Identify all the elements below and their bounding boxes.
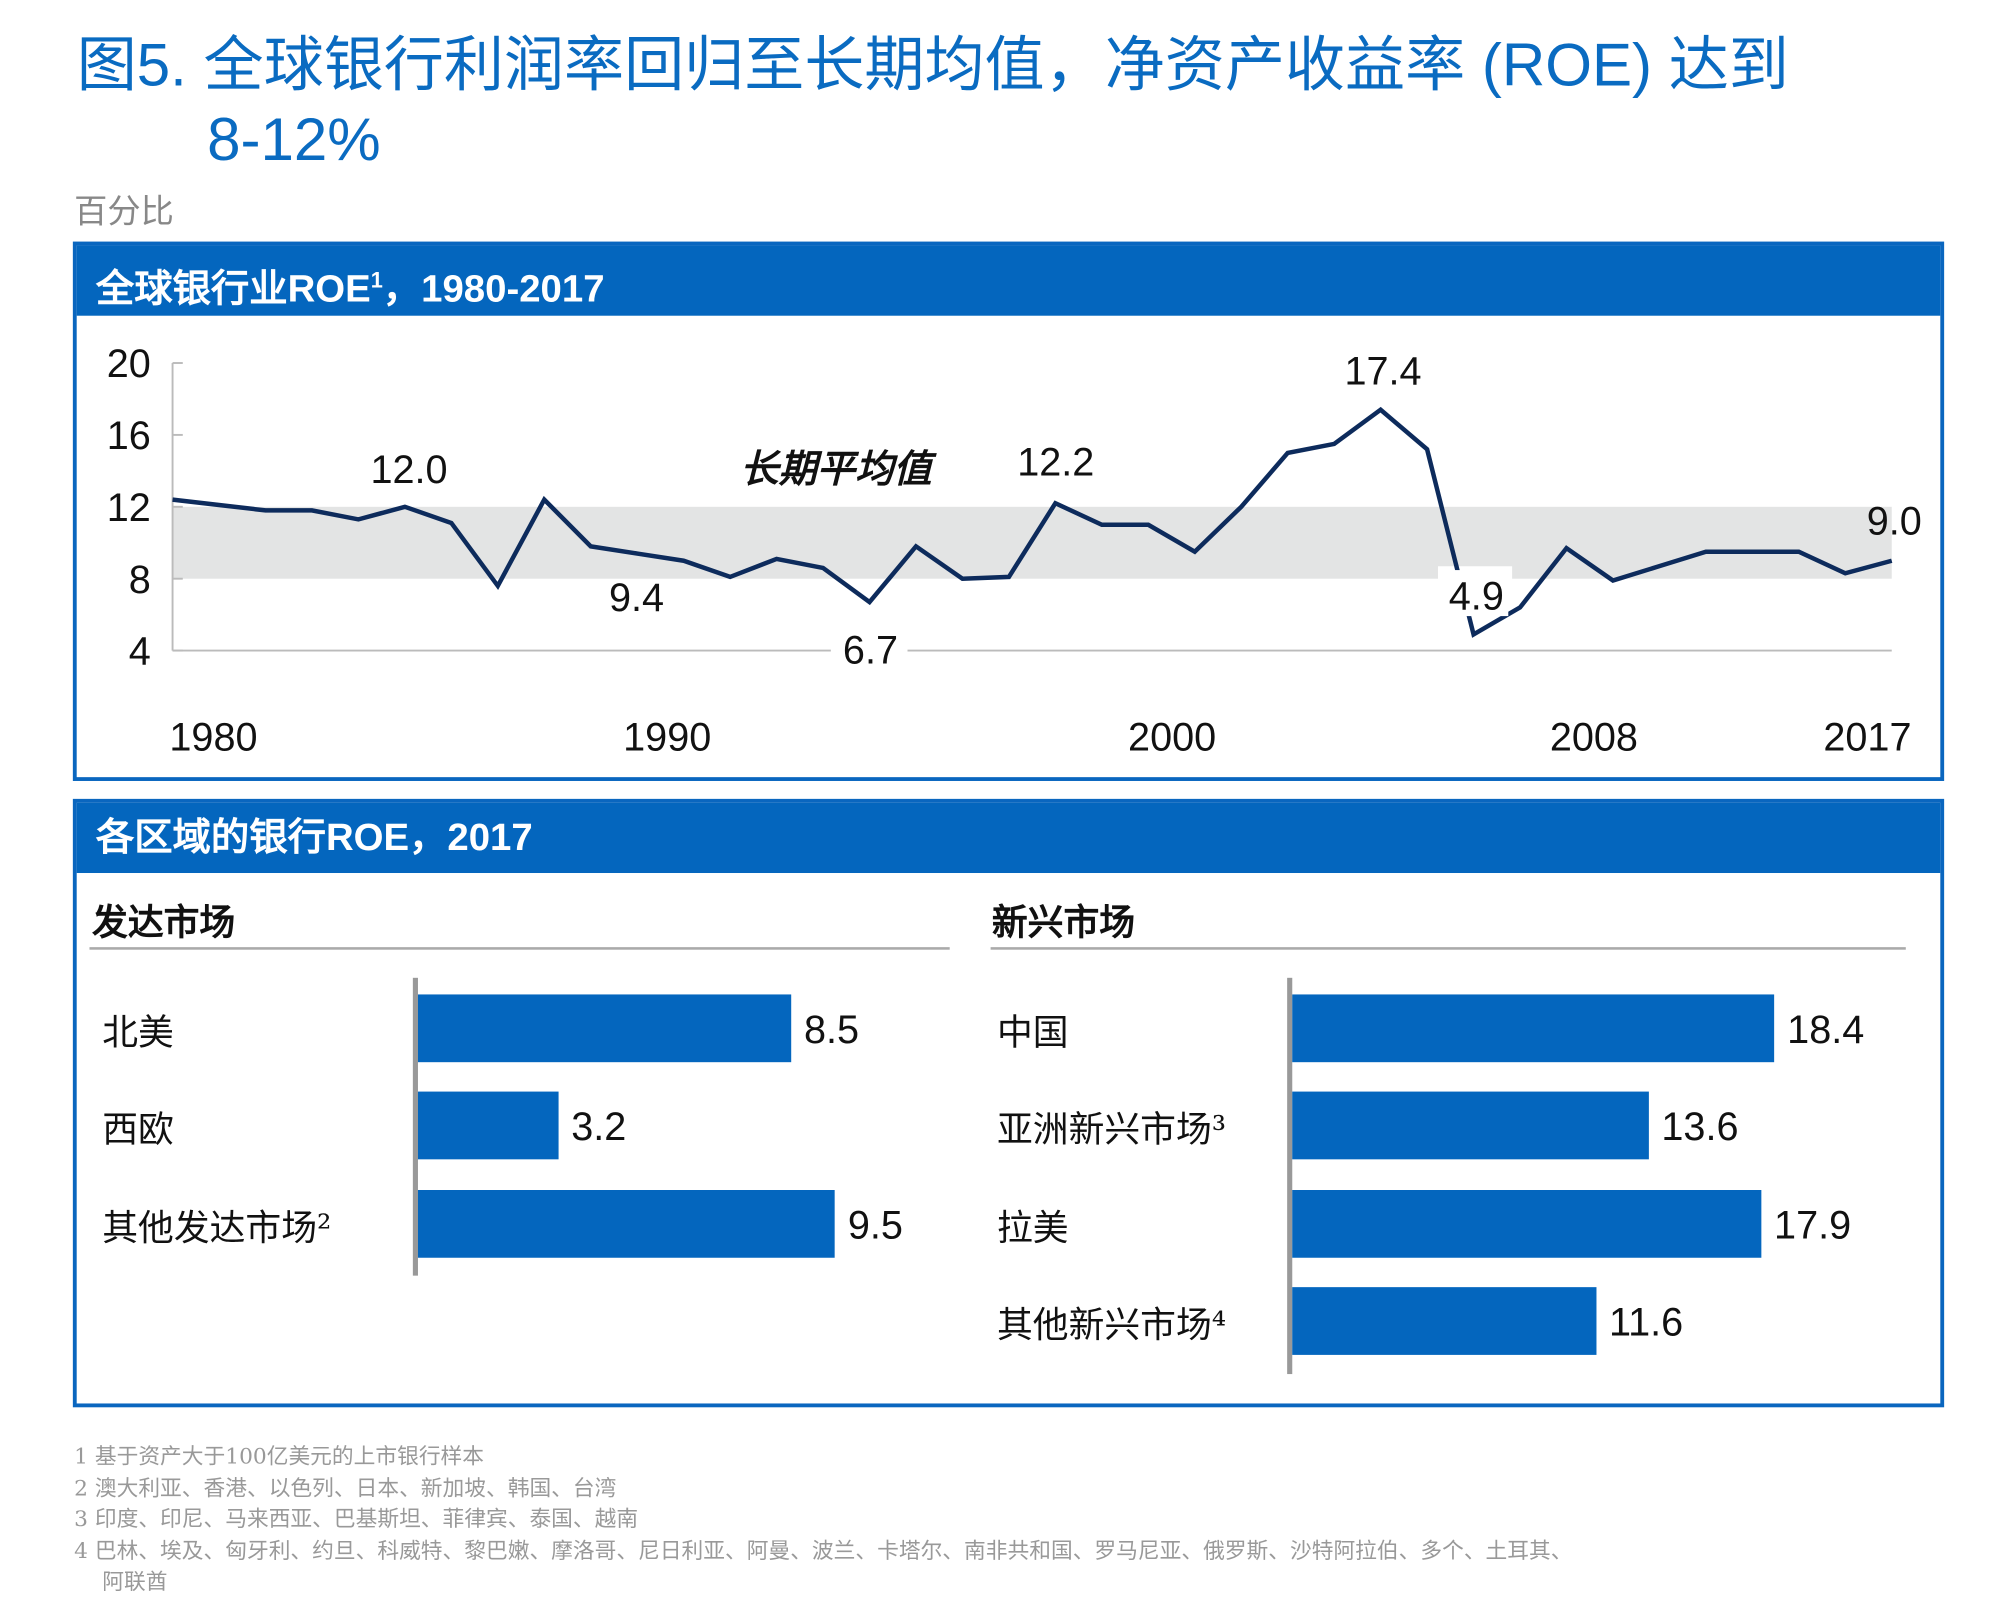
- category-label: 其他新兴市场⁴: [997, 1297, 1226, 1348]
- footnote-2: 2 澳大利亚、香港、以色列、日本、新加坡、韩国、台湾: [74, 1473, 1572, 1504]
- y-tick-label: 8: [129, 558, 151, 602]
- bar-value-label: 13.6: [1661, 1104, 1738, 1150]
- footnote-3: 3 印度、印尼、马来西亚、巴基斯坦、菲律宾、泰国、越南: [74, 1504, 1572, 1535]
- bar-value-label: 18.4: [1787, 1007, 1864, 1053]
- bar: [1292, 994, 1774, 1062]
- bar: [1292, 1287, 1596, 1355]
- divider: [991, 947, 1906, 950]
- developed-markets-heading: 发达市场: [92, 895, 235, 946]
- y-tick-label: 20: [107, 342, 151, 386]
- x-tick-label: 2017: [1823, 715, 1911, 759]
- data-label: 12.0: [370, 448, 447, 492]
- category-label: 中国: [997, 1005, 1069, 1056]
- category-label: 其他发达市场²: [102, 1200, 331, 1251]
- bar: [418, 1092, 558, 1160]
- bar: [1292, 1092, 1648, 1160]
- data-label: 9.4: [609, 576, 664, 620]
- category-label: 亚洲新兴市场³: [997, 1102, 1226, 1153]
- bar-value-label: 11.6: [1609, 1300, 1683, 1346]
- divider: [89, 947, 949, 950]
- band-label: 长期平均值: [740, 448, 937, 491]
- data-label: 17.4: [1344, 350, 1421, 394]
- y-tick-label: 12: [107, 486, 151, 530]
- bar-value-label: 9.5: [848, 1203, 903, 1249]
- regional-roe-panel-header: 各区域的银行ROE，2017: [77, 803, 1941, 873]
- data-label: 12.2: [1017, 440, 1094, 484]
- bar: [1292, 1190, 1761, 1258]
- category-label: 北美: [102, 1005, 174, 1056]
- x-tick-label: 1990: [623, 715, 711, 759]
- emerging-markets-heading: 新兴市场: [992, 895, 1135, 946]
- data-label: 4.9: [1449, 575, 1504, 619]
- y-tick-label: 4: [129, 630, 151, 674]
- footnote-4-cont: 阿联酋: [74, 1567, 1572, 1598]
- footnote-1: 1 基于资产大于100亿美元的上市银行样本: [74, 1442, 1572, 1473]
- x-tick-label: 1980: [169, 715, 257, 759]
- data-label: 9.0: [1867, 499, 1922, 543]
- bar-value-label: 17.9: [1774, 1203, 1851, 1249]
- x-tick-label: 2008: [1550, 715, 1638, 759]
- bar-value-label: 3.2: [571, 1104, 626, 1150]
- category-label: 拉美: [997, 1200, 1069, 1251]
- data-label: 6.7: [843, 628, 898, 672]
- footnotes: 1 基于资产大于100亿美元的上市银行样本 2 澳大利亚、香港、以色列、日本、新…: [74, 1442, 1572, 1598]
- x-tick-label: 2000: [1128, 715, 1216, 759]
- roe-line-chart: 20 16 12 8 4 1980 1990 2000 2008 2017 长期平均值 12.0 9.4…: [0, 0, 1994, 792]
- bar: [418, 1190, 835, 1258]
- y-tick-label: 16: [107, 414, 151, 458]
- bar: [418, 994, 791, 1062]
- bar-value-label: 8.5: [804, 1007, 859, 1053]
- footnote-4: 4 巴林、埃及、匈牙利、约旦、科威特、黎巴嫩、摩洛哥、尼日利亚、阿曼、波兰、卡塔…: [74, 1536, 1572, 1567]
- category-label: 西欧: [102, 1102, 174, 1153]
